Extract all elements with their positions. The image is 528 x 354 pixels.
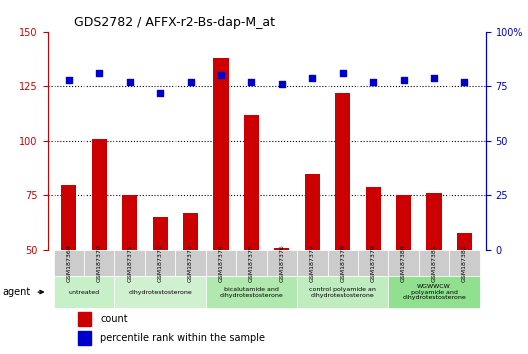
Bar [213,58,229,354]
FancyBboxPatch shape [206,276,297,308]
Point [430,75,438,80]
Bar [92,139,107,354]
Bar [244,115,259,354]
FancyBboxPatch shape [297,276,389,308]
FancyBboxPatch shape [358,250,389,276]
Text: count: count [100,314,128,324]
FancyBboxPatch shape [327,250,358,276]
Point [399,77,408,83]
Point [247,79,256,85]
FancyBboxPatch shape [84,250,115,276]
FancyBboxPatch shape [267,250,297,276]
Text: GSM187375: GSM187375 [249,244,254,282]
Text: GSM187380: GSM187380 [401,244,406,282]
Bar [335,93,351,354]
Point [369,79,378,85]
Text: GSM187370: GSM187370 [97,244,102,282]
Text: GSM187382: GSM187382 [462,244,467,282]
Point [95,70,103,76]
Bar [78,312,91,326]
FancyBboxPatch shape [54,276,115,308]
FancyBboxPatch shape [115,250,145,276]
Bar [427,193,441,354]
FancyBboxPatch shape [115,276,206,308]
Point [460,79,469,85]
Point [217,73,225,78]
Text: control polyamide an
dihydrotestosterone: control polyamide an dihydrotestosterone [309,287,376,298]
FancyBboxPatch shape [145,250,175,276]
Text: GSM187372: GSM187372 [158,244,163,282]
FancyBboxPatch shape [449,250,479,276]
FancyBboxPatch shape [236,250,267,276]
FancyBboxPatch shape [54,250,84,276]
Point [338,70,347,76]
Text: dihydrotestosterone: dihydrotestosterone [128,290,192,295]
Bar [396,195,411,354]
Text: GDS2782 / AFFX-r2-Bs-dap-M_at: GDS2782 / AFFX-r2-Bs-dap-M_at [74,16,275,29]
Bar [78,331,91,345]
Point [64,77,73,83]
Point [156,90,164,96]
FancyArrowPatch shape [38,290,43,294]
Text: untreated: untreated [69,290,100,295]
Text: GSM187373: GSM187373 [188,244,193,282]
Text: WGWWCW
polyamide and
dihydrotestosterone: WGWWCW polyamide and dihydrotestosterone [402,284,466,301]
Bar [61,184,77,354]
FancyBboxPatch shape [297,250,327,276]
Bar [183,213,198,354]
Point [308,75,316,80]
FancyBboxPatch shape [389,276,479,308]
FancyBboxPatch shape [175,250,206,276]
Point [126,79,134,85]
Bar [365,187,381,354]
Text: GSM187381: GSM187381 [431,244,437,282]
Point [186,79,195,85]
Text: agent: agent [3,287,31,297]
Bar [122,195,137,354]
Text: GSM187371: GSM187371 [127,244,132,282]
Text: bicalutamide and
dihydrotestosterone: bicalutamide and dihydrotestosterone [220,287,284,298]
Bar [457,233,472,354]
Text: GSM187376: GSM187376 [279,244,285,282]
Text: GSM187377: GSM187377 [310,244,315,282]
Bar [274,248,289,354]
Bar [305,174,320,354]
Text: percentile rank within the sample: percentile rank within the sample [100,333,265,343]
FancyBboxPatch shape [389,250,419,276]
Text: GSM187378: GSM187378 [340,244,345,282]
Point [278,81,286,87]
Text: GSM187369: GSM187369 [67,244,71,282]
Text: GSM187374: GSM187374 [219,244,223,282]
FancyBboxPatch shape [419,250,449,276]
FancyBboxPatch shape [206,250,236,276]
Bar [153,217,168,354]
Text: GSM187379: GSM187379 [371,244,375,282]
